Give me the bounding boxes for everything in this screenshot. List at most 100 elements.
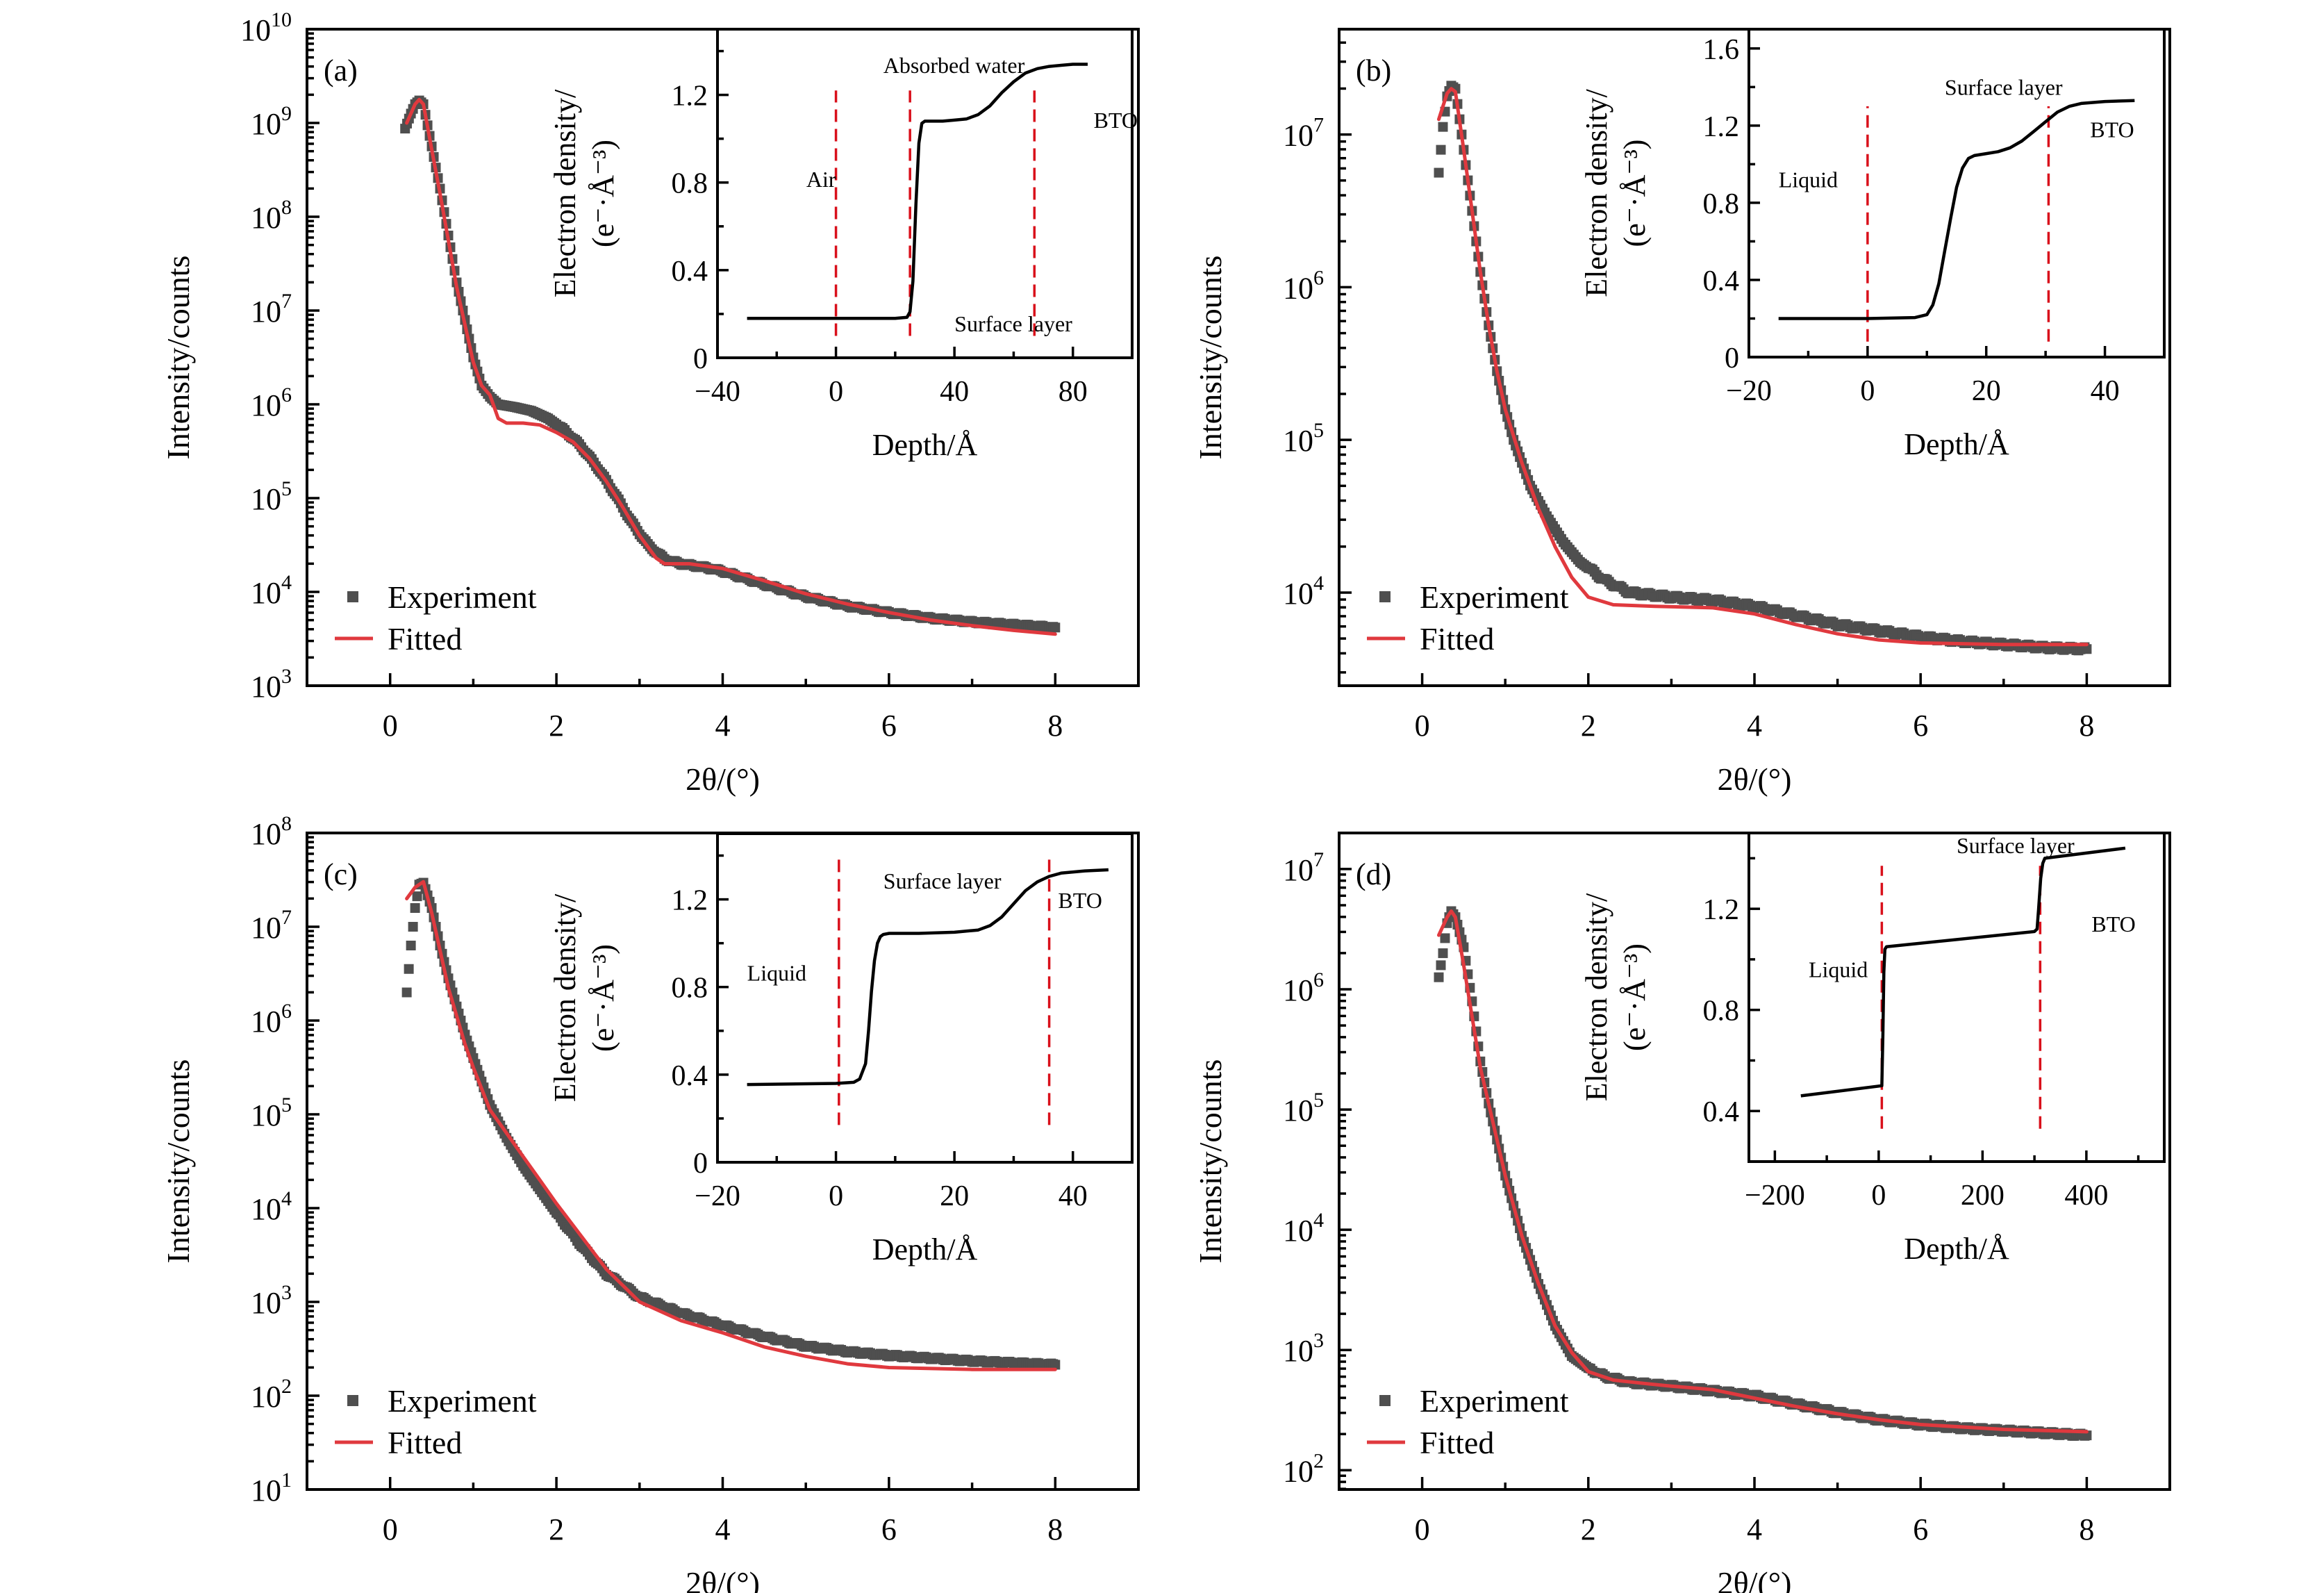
legend-experiment-marker: [347, 591, 358, 602]
inset-y-tick-label: 1.2: [672, 885, 708, 917]
legend-experiment-marker: [1379, 591, 1391, 602]
x-tick-label: 8: [1047, 709, 1063, 743]
panel-c: 0 2 4 6 8 101 102 103 104 105 106 107 108 Liquid Surfa…: [160, 812, 1140, 1593]
x-tick-label: 0: [1415, 709, 1430, 743]
x-tick-label: 6: [881, 1512, 897, 1546]
y-axis-title: Intensity/counts: [1193, 1059, 1228, 1264]
legend-experiment-label: Experiment: [1420, 1383, 1569, 1419]
y-tick-label: 104: [251, 1187, 292, 1226]
legend-fitted-label: Fitted: [1420, 1425, 1494, 1460]
region-label: BTO: [2091, 911, 2135, 936]
inset-x-tick-label: 40: [2091, 375, 2120, 407]
panel-b: 0 2 4 6 8 104 105 106 107 Liquid Surface layer BTO −…: [1193, 28, 2171, 797]
inset-y-tick-label: 0.8: [1703, 996, 1740, 1027]
x-tick-label: 2: [1581, 1512, 1596, 1546]
inset-x-tick-label: −200: [1745, 1180, 1805, 1212]
y-tick-label: 106: [1283, 266, 1324, 305]
inset-x-axis-title: Depth/Å: [872, 1232, 978, 1266]
x-tick-label: 4: [1747, 709, 1762, 743]
fitted-line: [405, 97, 1057, 636]
region-label: Liquid: [1809, 957, 1868, 982]
inset-y-tick-label: 0.4: [1703, 1096, 1740, 1128]
inset-axes-frame: [716, 832, 1134, 1164]
electron-density-profile: [1778, 99, 2135, 320]
legend-fitted-label: Fitted: [1420, 621, 1494, 657]
panel-label: (a): [324, 53, 358, 88]
inset-x-tick-label: 20: [940, 1180, 969, 1212]
x-tick-label: 4: [1747, 1512, 1762, 1546]
inset-x-tick-label: 40: [1059, 1180, 1088, 1212]
panel-a: 0 2 4 6 8 103 104 105 106 107 108 109 1010 Air Absorbe…: [160, 8, 1140, 797]
inset-y-tick-label: 1.6: [1703, 34, 1740, 66]
x-tick-label: 4: [715, 709, 731, 743]
inset-y-tick-label: 0.4: [1703, 265, 1740, 297]
experiment-point: [1436, 145, 1446, 155]
region-label: Absorbed water: [883, 53, 1025, 78]
y-tick-label: 101: [251, 1469, 292, 1508]
inset-x-tick-label: 400: [2064, 1180, 2108, 1212]
inset-y-axis-title-line2: (e⁻·Å⁻³): [586, 140, 620, 247]
x-tick-label: 0: [383, 709, 398, 743]
x-tick-label: 8: [1047, 1512, 1063, 1546]
panel-label: (b): [1356, 53, 1391, 88]
electron-density-profile: [747, 868, 1109, 1087]
inset-y-tick-label: 0: [693, 1148, 708, 1180]
experiment-point: [2082, 644, 2092, 654]
inset-y-axis-title-line2: (e⁻·Å⁻³): [1618, 943, 1652, 1051]
x-tick-label: 2: [549, 1512, 564, 1546]
y-tick-label: 108: [251, 196, 292, 235]
experiment-point: [401, 987, 412, 998]
inset-x-tick-label: 0: [1871, 1180, 1886, 1212]
region-label: Surface layer: [1945, 74, 2063, 99]
experiment-point: [412, 891, 422, 902]
x-axis-title: 2θ/(°): [1718, 1565, 1792, 1593]
fitted-line: [1437, 87, 2089, 647]
region-label: Liquid: [747, 960, 806, 985]
x-tick-label: 8: [2079, 1512, 2094, 1546]
x-axis-title: 2θ/(°): [686, 761, 760, 797]
y-axis-title: Intensity/counts: [160, 1059, 196, 1264]
experiment-point: [1434, 167, 1444, 178]
y-tick-label: 107: [251, 290, 292, 329]
experiment-point: [1050, 622, 1061, 633]
inset-x-tick-label: 80: [1059, 376, 1088, 408]
inset-y-tick-label: 0: [693, 343, 708, 375]
inset-x-tick-label: 0: [829, 1180, 843, 1212]
electron-density-profile: [1800, 846, 2126, 1098]
x-tick-label: 6: [1913, 709, 1928, 743]
region-label: BTO: [1094, 108, 1138, 133]
experiment-point: [1438, 948, 1448, 959]
inset-y-tick-label: 0: [1725, 342, 1739, 374]
y-tick-label: 104: [1283, 1209, 1324, 1248]
legend-experiment-label: Experiment: [1420, 579, 1569, 615]
region-label: Air: [806, 167, 836, 192]
x-tick-label: 8: [2079, 709, 2094, 743]
y-tick-label: 106: [251, 383, 292, 422]
region-label: BTO: [1058, 888, 1102, 913]
experiment-point: [1434, 972, 1444, 982]
inset-y-tick-label: 0.8: [1703, 188, 1740, 220]
inset-x-tick-label: 0: [829, 376, 843, 408]
inset-y-tick-label: 1.2: [1703, 894, 1740, 926]
y-tick-label: 105: [251, 1093, 292, 1132]
inset-y-axis-title-line1: Electron density/: [548, 893, 582, 1102]
inset-y-axis-title-line2: (e⁻·Å⁻³): [1618, 140, 1652, 247]
y-tick-label: 102: [251, 1375, 292, 1414]
x-axis-title: 2θ/(°): [686, 1565, 760, 1593]
x-tick-label: 4: [715, 1512, 731, 1546]
y-tick-label: 105: [1283, 1089, 1324, 1128]
inset-x-axis-title: Depth/Å: [872, 428, 978, 462]
experiment-point: [1440, 933, 1450, 943]
inset-x-axis-title: Depth/Å: [1904, 427, 2009, 461]
region-label: Surface layer: [954, 311, 1072, 336]
region-label: BTO: [2090, 117, 2134, 142]
y-tick-label: 108: [251, 812, 292, 851]
experiment-point: [406, 941, 416, 950]
region-label: Liquid: [1779, 167, 1838, 192]
electron-density-profile: [747, 63, 1088, 320]
inset-x-tick-label: −20: [695, 1180, 740, 1212]
legend-experiment-marker: [347, 1395, 358, 1406]
y-tick-label: 107: [251, 906, 292, 945]
region-label: Surface layer: [1957, 833, 2075, 858]
